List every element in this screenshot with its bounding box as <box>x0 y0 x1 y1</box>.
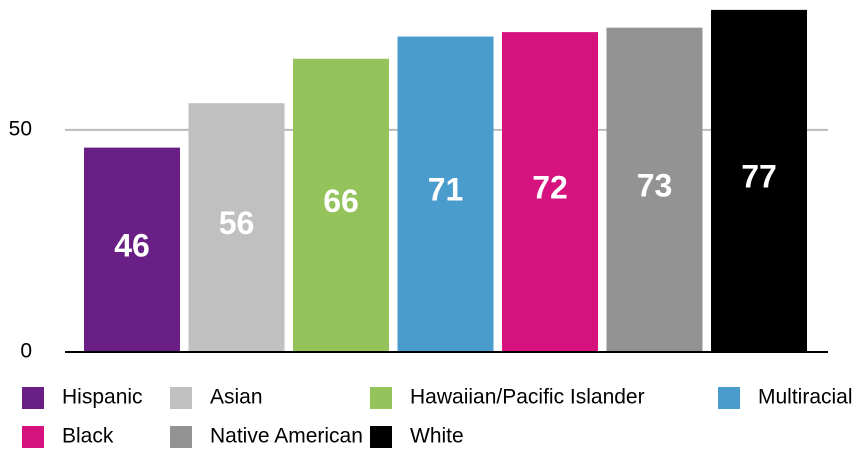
value-label: 73 <box>637 167 673 203</box>
legend-label: Asian <box>210 386 263 409</box>
bar <box>84 147 180 352</box>
legend-swatch <box>370 387 392 409</box>
legend-label: Black <box>62 425 114 448</box>
bar <box>188 103 285 352</box>
legend-swatch <box>170 426 192 448</box>
bar <box>397 36 494 352</box>
value-label: 72 <box>532 170 568 206</box>
value-label: 77 <box>741 158 777 194</box>
legend-swatch <box>718 387 740 409</box>
y-tick-label: 0 <box>20 340 32 363</box>
legend-label: Multiracial <box>758 386 853 409</box>
value-label: 56 <box>219 205 255 241</box>
bar <box>502 32 598 353</box>
value-label: 71 <box>428 172 464 208</box>
bar <box>711 9 807 352</box>
legend-label: White <box>410 425 464 448</box>
legend-swatch <box>170 387 192 409</box>
bar <box>293 58 389 353</box>
value-label: 66 <box>323 183 359 219</box>
legend-swatch <box>22 387 44 409</box>
legend-swatch <box>22 426 44 448</box>
legend-label: Hispanic <box>62 386 143 409</box>
value-label: 46 <box>114 227 150 263</box>
legend-label: Hawaiian/Pacific Islander <box>410 386 645 409</box>
legend-label: Native American <box>210 425 363 448</box>
bar <box>606 27 703 352</box>
legend-swatch <box>370 426 392 448</box>
y-tick-label: 50 <box>9 117 32 140</box>
